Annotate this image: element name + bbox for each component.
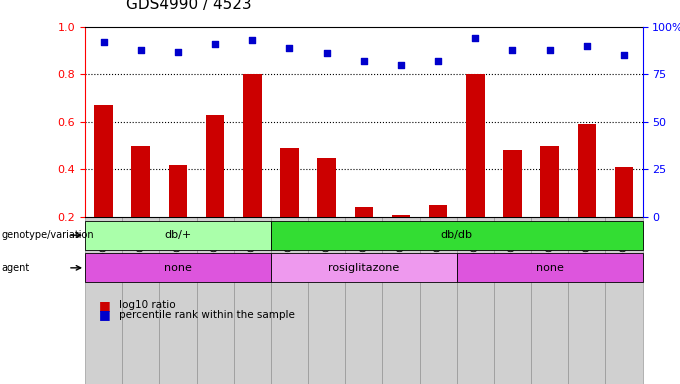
Bar	[577, 124, 596, 217]
Text: agent: agent	[1, 263, 30, 273]
Text: rosiglitazone: rosiglitazone	[328, 263, 399, 273]
Bar	[318, 157, 336, 217]
Bar	[531, 217, 568, 384]
Bar	[466, 74, 485, 217]
Bar	[122, 217, 159, 384]
Bar	[354, 207, 373, 217]
Point	[135, 46, 146, 53]
Point	[619, 52, 630, 58]
Point	[396, 62, 407, 68]
Bar	[457, 217, 494, 384]
Bar	[392, 215, 410, 217]
Bar	[541, 146, 559, 217]
Bar	[234, 217, 271, 384]
Bar	[169, 165, 187, 217]
Point	[581, 43, 592, 49]
Text: percentile rank within the sample: percentile rank within the sample	[119, 310, 295, 320]
Bar	[382, 217, 420, 384]
Bar	[605, 217, 643, 384]
Text: none: none	[536, 263, 564, 273]
Bar	[85, 217, 122, 384]
Bar	[429, 205, 447, 217]
Text: log10 ratio: log10 ratio	[119, 300, 175, 310]
Point	[98, 39, 109, 45]
Point	[247, 37, 258, 43]
Bar	[159, 217, 197, 384]
Text: db/db: db/db	[441, 230, 473, 240]
Text: ■: ■	[99, 299, 110, 312]
Bar	[197, 217, 234, 384]
Bar	[308, 217, 345, 384]
Point	[284, 45, 295, 51]
Bar	[206, 115, 224, 217]
Bar	[494, 217, 531, 384]
Point	[209, 41, 220, 47]
Point	[173, 48, 184, 55]
Bar	[503, 151, 522, 217]
Text: db/+: db/+	[165, 230, 192, 240]
Point	[544, 46, 555, 53]
Bar	[345, 217, 382, 384]
Bar	[243, 74, 262, 217]
Point	[507, 46, 518, 53]
Bar	[271, 217, 308, 384]
Point	[470, 35, 481, 41]
Point	[358, 58, 369, 64]
Point	[321, 50, 332, 56]
Text: ■: ■	[99, 308, 110, 321]
Bar	[131, 146, 150, 217]
Bar	[420, 217, 457, 384]
Bar	[95, 105, 113, 217]
Text: genotype/variation: genotype/variation	[1, 230, 94, 240]
Bar	[615, 167, 633, 217]
Text: GDS4990 / 4523: GDS4990 / 4523	[126, 0, 252, 12]
Bar	[280, 148, 299, 217]
Bar	[568, 217, 605, 384]
Point	[432, 58, 443, 64]
Text: none: none	[164, 263, 192, 273]
